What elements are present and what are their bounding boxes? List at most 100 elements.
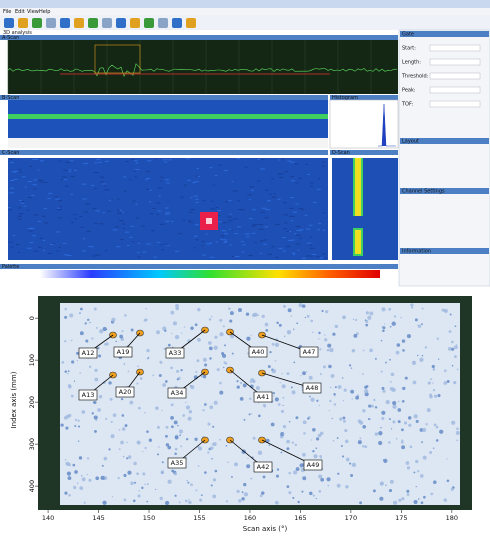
scan-speckle bbox=[98, 395, 103, 399]
c-scan-noise bbox=[284, 171, 288, 173]
c-scan-noise bbox=[28, 165, 33, 167]
scan-speckle bbox=[100, 475, 105, 481]
scan-speckle bbox=[303, 432, 306, 435]
scan-speckle bbox=[175, 306, 180, 311]
scan-speckle bbox=[170, 366, 173, 370]
c-scan-noise bbox=[20, 202, 25, 204]
scan-speckle bbox=[320, 373, 322, 375]
c-scan-noise bbox=[305, 163, 308, 165]
scan-speckle bbox=[290, 386, 293, 389]
c-scan-noise bbox=[64, 185, 69, 187]
c-scan-noise bbox=[316, 188, 321, 190]
scan-speckle bbox=[446, 479, 450, 483]
scan-speckle bbox=[288, 471, 291, 475]
scan-speckle bbox=[264, 406, 266, 408]
c-scan-noise bbox=[116, 209, 120, 211]
c-scan-noise bbox=[68, 169, 72, 171]
scan-speckle bbox=[345, 484, 349, 489]
scan-speckle bbox=[441, 308, 445, 312]
c-scan-noise bbox=[26, 209, 29, 211]
scan-speckle bbox=[157, 446, 160, 448]
scan-speckle bbox=[144, 411, 146, 414]
c-scan-noise bbox=[124, 231, 130, 233]
scan-speckle bbox=[284, 335, 286, 337]
scan-speckle bbox=[137, 494, 141, 498]
scan-speckle bbox=[317, 433, 322, 438]
c-scan-noise bbox=[284, 222, 288, 224]
c-scan-noise bbox=[226, 216, 232, 218]
c-scan-noise bbox=[9, 187, 15, 189]
scan-speckle bbox=[204, 363, 208, 367]
c-scan-noise bbox=[248, 218, 253, 220]
scan-speckle bbox=[310, 439, 313, 441]
scan-speckle bbox=[274, 342, 280, 347]
scan-speckle bbox=[91, 337, 94, 340]
scan-speckle bbox=[288, 420, 291, 423]
c-scan-noise bbox=[194, 181, 199, 183]
c-scan-noise bbox=[296, 243, 301, 245]
c-scan-noise bbox=[118, 209, 122, 211]
panel-header bbox=[0, 150, 328, 155]
scan-speckle bbox=[381, 386, 385, 390]
c-scan-noise bbox=[187, 179, 192, 181]
annotation-label: A41 bbox=[257, 393, 270, 401]
scan-speckle bbox=[280, 451, 283, 454]
scan-speckle bbox=[197, 446, 203, 451]
scan-speckle bbox=[118, 448, 121, 451]
scan-speckle bbox=[171, 425, 174, 429]
c-scan-noise bbox=[241, 251, 245, 253]
c-scan-noise bbox=[60, 179, 64, 181]
c-scan-noise bbox=[137, 242, 141, 244]
c-scan-noise bbox=[33, 179, 37, 181]
scan-speckle bbox=[211, 443, 214, 446]
c-scan-noise bbox=[23, 205, 27, 207]
c-scan-noise bbox=[275, 256, 279, 258]
scan-speckle bbox=[102, 500, 107, 505]
c-scan-noise bbox=[242, 244, 246, 246]
scan-speckle bbox=[324, 334, 326, 336]
scan-speckle bbox=[316, 437, 320, 441]
scan-speckle bbox=[239, 381, 243, 385]
c-scan-noise bbox=[263, 243, 268, 245]
scan-speckle bbox=[117, 476, 120, 480]
scan-speckle bbox=[274, 360, 277, 362]
scan-speckle bbox=[123, 473, 127, 478]
c-scan-noise bbox=[8, 207, 11, 209]
scan-speckle bbox=[330, 373, 335, 378]
scan-speckle bbox=[359, 437, 362, 440]
scan-speckle bbox=[310, 319, 314, 323]
scan-speckle bbox=[401, 339, 406, 343]
scan-speckle bbox=[87, 318, 90, 322]
scan-speckle bbox=[161, 461, 164, 464]
y-tick-label: 0 bbox=[28, 316, 36, 320]
scan-speckle bbox=[282, 396, 285, 399]
scan-speckle bbox=[419, 357, 424, 363]
scan-speckle bbox=[229, 311, 234, 316]
c-scan-noise bbox=[43, 181, 48, 183]
scan-speckle bbox=[265, 328, 269, 332]
scan-speckle bbox=[302, 420, 307, 425]
scan-speckle bbox=[369, 311, 374, 316]
c-scan-noise bbox=[189, 221, 193, 223]
scan-speckle bbox=[362, 409, 366, 413]
side-panel bbox=[398, 29, 490, 287]
scan-speckle bbox=[389, 479, 394, 484]
field-box bbox=[429, 86, 481, 94]
c-scan-noise bbox=[282, 250, 286, 252]
scan-speckle bbox=[333, 393, 336, 396]
annotation-box bbox=[165, 347, 185, 359]
c-scan-noise bbox=[293, 233, 297, 235]
scan-speckle bbox=[415, 459, 419, 464]
scan-speckle bbox=[373, 398, 376, 402]
scan-speckle bbox=[61, 361, 65, 364]
c-scan-noise bbox=[104, 160, 110, 162]
scan-speckle bbox=[94, 368, 98, 372]
scan-speckle bbox=[420, 323, 423, 326]
scan-speckle bbox=[433, 480, 437, 484]
scan-speckle bbox=[281, 385, 283, 387]
c-scan-noise bbox=[286, 230, 290, 232]
c-scan-noise bbox=[290, 161, 295, 163]
c-scan-noise bbox=[295, 203, 299, 205]
c-scan-noise bbox=[220, 238, 223, 240]
scan-speckle bbox=[175, 304, 179, 308]
